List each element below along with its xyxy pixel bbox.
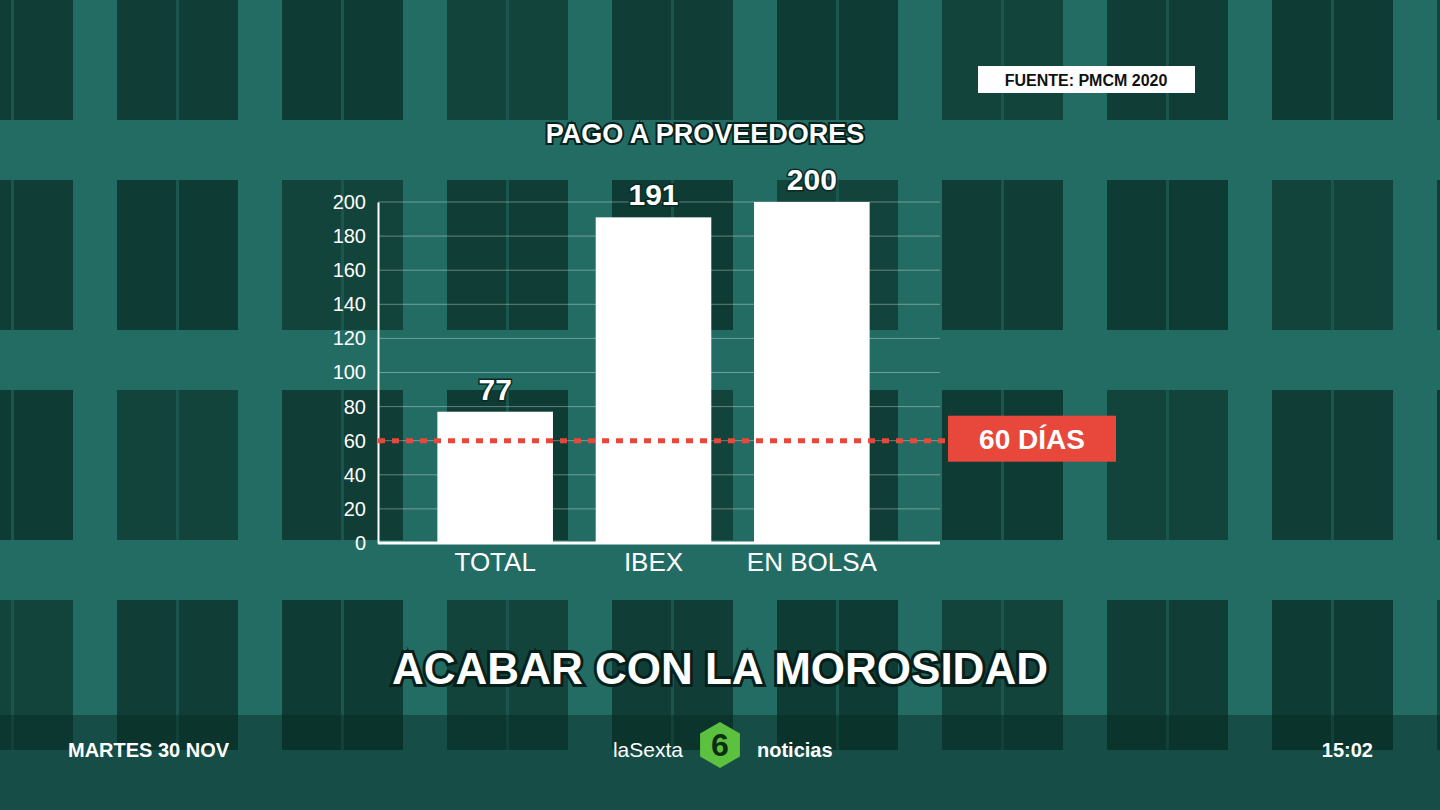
background bbox=[0, 0, 1440, 810]
time: 15:02 bbox=[1322, 739, 1373, 761]
y-tick-label: 0 bbox=[355, 532, 366, 554]
y-tick-label: 20 bbox=[344, 498, 366, 520]
y-tick: 0 bbox=[355, 532, 378, 554]
y-tick: 40 bbox=[344, 464, 378, 486]
background-fill bbox=[0, 0, 1440, 810]
y-tick: 160 bbox=[333, 259, 378, 281]
bottom-band bbox=[0, 715, 1440, 810]
reference-line bbox=[378, 438, 948, 443]
y-tick: 100 bbox=[333, 361, 378, 383]
annotations: 60 DÍAS bbox=[378, 416, 1116, 462]
logo: 6 bbox=[711, 727, 729, 763]
headline: ACABAR CON LA MOROSIDAD bbox=[392, 644, 1048, 693]
data-label: 77 bbox=[478, 373, 511, 406]
y-tick-label: 40 bbox=[344, 464, 366, 486]
y-tick: 120 bbox=[333, 327, 378, 349]
logo-shape bbox=[700, 722, 740, 768]
y-tick-label: 80 bbox=[344, 396, 366, 418]
y-tick: 180 bbox=[333, 225, 378, 247]
x-tick: IBEX bbox=[624, 543, 683, 577]
program: noticias bbox=[757, 739, 833, 761]
y-tick: 140 bbox=[333, 293, 378, 315]
x-tick: TOTAL bbox=[454, 543, 535, 577]
y-tick: 60 bbox=[344, 430, 378, 452]
y-tick: 200 bbox=[333, 191, 378, 213]
bar bbox=[596, 217, 712, 543]
grid bbox=[378, 202, 940, 543]
data-label: 200 bbox=[787, 163, 837, 196]
data-label: 191 bbox=[628, 178, 678, 211]
data-labels: 77 191 200 bbox=[478, 163, 836, 406]
y-tick: 80 bbox=[344, 396, 378, 418]
canvas: 0 20 40 60 80 100 120 140 160 180 200 TOTAL IBEX EN B… bbox=[0, 0, 1440, 810]
y-axis: 0 20 40 60 80 100 120 140 160 180 200 bbox=[333, 191, 379, 554]
x-tick-label: TOTAL bbox=[454, 547, 535, 577]
y-tick-label: 120 bbox=[333, 327, 366, 349]
y-tick: 20 bbox=[344, 498, 378, 520]
y-tick-label: 180 bbox=[333, 225, 366, 247]
date: MARTES 30 NOV bbox=[68, 739, 230, 761]
x-axis: TOTAL IBEX EN BOLSA bbox=[378, 543, 940, 577]
bar bbox=[754, 202, 870, 543]
y-tick-label: 140 bbox=[333, 293, 366, 315]
y-tick-label: 160 bbox=[333, 259, 366, 281]
x-tick-label: EN BOLSA bbox=[747, 547, 878, 577]
reference-label-box bbox=[948, 416, 1116, 462]
y-axis-line bbox=[378, 203, 380, 544]
x-tick-label: IBEX bbox=[624, 547, 683, 577]
bars bbox=[437, 202, 869, 543]
chart-title: PAGO A PROVEEDORES bbox=[546, 119, 865, 149]
y-tick-label: 200 bbox=[333, 191, 366, 213]
y-tick-label: 100 bbox=[333, 361, 366, 383]
x-axis-line bbox=[378, 542, 940, 545]
background-tint bbox=[0, 0, 1440, 810]
reference-label: 60 DÍAS bbox=[979, 424, 1085, 455]
grid-line bbox=[378, 543, 940, 544]
broadcast-bar: MARTES 30 NOV laSexta 6 noticias 15:02 bbox=[68, 722, 1373, 768]
source: FUENTE: PMCM 2020 bbox=[1005, 72, 1168, 89]
channel: laSexta bbox=[613, 738, 683, 761]
source-box bbox=[978, 66, 1195, 93]
x-tick: EN BOLSA bbox=[747, 543, 878, 577]
bar bbox=[437, 412, 553, 543]
y-tick-label: 60 bbox=[344, 430, 366, 452]
